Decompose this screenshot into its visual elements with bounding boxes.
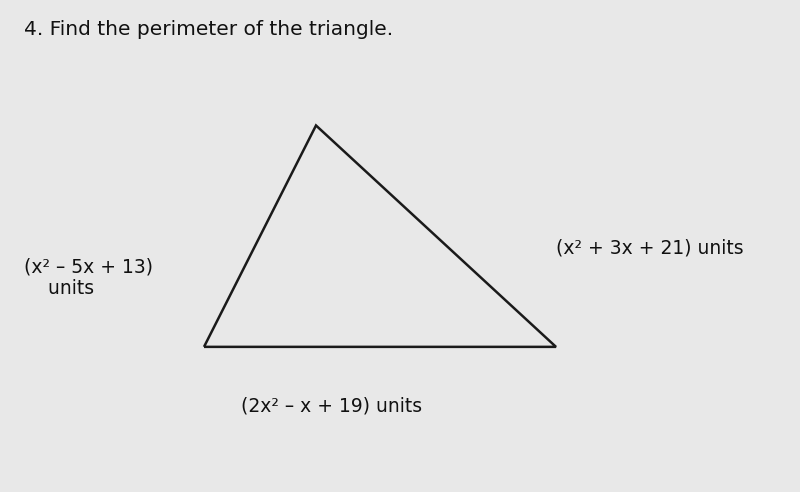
Text: 4. Find the perimeter of the triangle.: 4. Find the perimeter of the triangle. bbox=[24, 20, 393, 39]
Text: (x² – 5x + 13)
    units: (x² – 5x + 13) units bbox=[24, 257, 153, 299]
Text: (x² + 3x + 21) units: (x² + 3x + 21) units bbox=[556, 239, 744, 258]
Text: (2x² – x + 19) units: (2x² – x + 19) units bbox=[242, 397, 422, 415]
